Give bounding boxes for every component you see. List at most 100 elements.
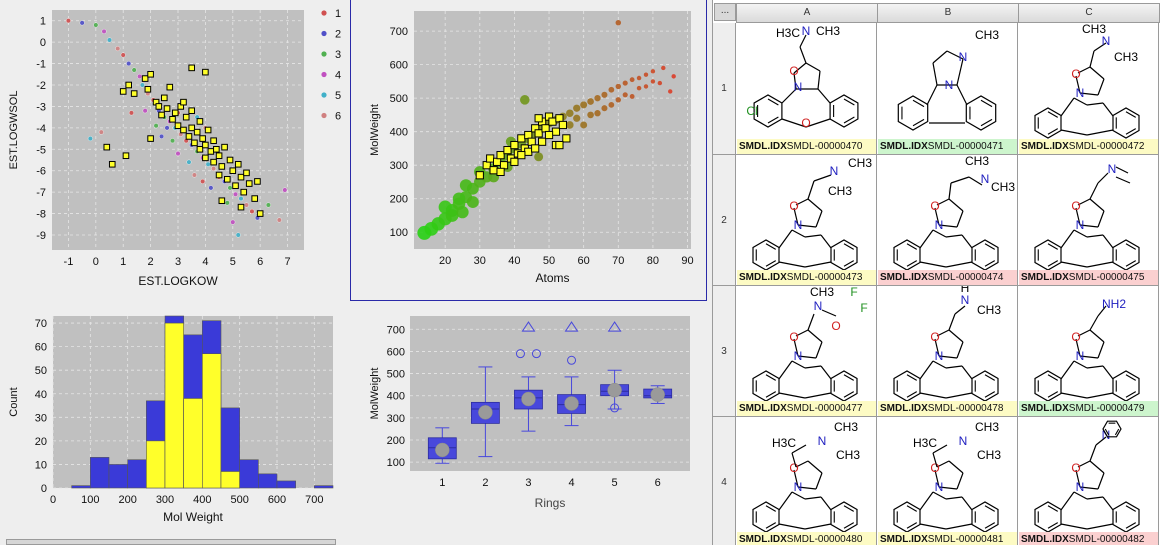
structure-cell[interactable]: N O H3C N CH3 CH3 SMDL.IDXSMDL-00000481 [877, 417, 1018, 545]
scatter-point [65, 18, 71, 24]
bond [795, 198, 809, 206]
x-tick-label: 5 [612, 477, 618, 489]
scatter-point [238, 196, 244, 202]
ring-double-bond [1125, 522, 1137, 529]
bond [1089, 315, 1099, 331]
bond [932, 444, 948, 454]
bond [791, 444, 807, 454]
rings-boxplot-panel[interactable]: 100 200 300 400 500 600 700 Rings MolWeight 1 2 3 4 5… [350, 305, 707, 539]
bond [948, 182, 952, 200]
column-header-b[interactable]: B [877, 3, 1019, 23]
y-tick-label: 500 [387, 369, 405, 381]
structure-cell[interactable]: N O N CH3 CH3 SMDL.IDXSMDL-00000473 [736, 155, 877, 286]
bond [1089, 444, 1097, 462]
box-outlier [610, 403, 620, 413]
logkow-scatter-panel[interactable]: 1 0 -1 -2 -3 -4 -5 -6 -7 -8 -9 -1 0 1 2 3 4 5 6 7 EST.LOGKOW… [0, 0, 345, 300]
selected-point [548, 117, 557, 126]
bond [919, 491, 934, 511]
bond [820, 365, 832, 380]
x-tick-label: 20 [439, 255, 451, 267]
selected-point [221, 143, 228, 151]
structure-cell[interactable]: N O N CH3 CH3 SMDL.IDXSMDL-00000474 [877, 155, 1018, 286]
horizontal-scrollbar[interactable] [6, 539, 336, 545]
structure-cell[interactable]: N N CH3 SMDL.IDXSMDL-00000471 [877, 23, 1018, 155]
selected-point [171, 109, 179, 117]
bond [945, 523, 973, 530]
histogram-selected-bar [146, 440, 166, 489]
structure-cell[interactable]: N O NH2 SMDL.IDXSMDL-00000479 [1018, 286, 1159, 417]
ring-double-bond [843, 243, 855, 250]
benzene-ring [893, 239, 921, 271]
ring-double-bond [1125, 260, 1137, 267]
column-header-c[interactable]: C [1018, 3, 1160, 23]
logkow-scatter-chart[interactable]: 1 0 -1 -2 -3 -4 -5 -6 -7 -8 -9 -1 0 1 2 3 4 5 6 7 EST.LOGKOW… [0, 0, 345, 300]
row-header-3[interactable]: 3 [713, 286, 736, 417]
nitrogen-label: N [794, 218, 803, 232]
atom-label: NH2 [1102, 297, 1126, 311]
box-outlier [531, 349, 541, 359]
selected-point [199, 135, 206, 142]
atom-label: CH3 [977, 303, 1001, 317]
structure-cell[interactable]: N O H3C N CH3 CH3 SMDL.IDXSMDL-00000480 [736, 417, 877, 545]
selected-point [251, 195, 258, 202]
molweight-histogram-panel[interactable]: 0 10 20 30 40 50 60 70 0 100 200 300 400 500 600 700 Mol… [0, 305, 345, 539]
ring-double-bond [765, 374, 777, 381]
bond [778, 392, 806, 399]
atoms-scatter-frame[interactable]: 100 200 300 400 500 600 700 20 30 40 50 60 70 80 90 Ato… [350, 0, 707, 301]
ring-double-bond [980, 99, 993, 108]
atom-label: N [814, 299, 823, 313]
structure-cell[interactable]: N O O N H3C CH3 Cl SMDL.IDXSMDL-00000470 [736, 23, 877, 155]
box-extreme [521, 321, 536, 332]
ring-double-bond [1047, 243, 1059, 250]
selected-point [210, 158, 217, 166]
box-extreme [564, 321, 579, 332]
scatter-point [128, 110, 134, 116]
scatter-point [466, 196, 479, 209]
scatter-point [233, 191, 239, 197]
row-header-2[interactable]: 2 [713, 155, 736, 286]
scatter-point [120, 52, 126, 58]
ring-double-bond [906, 374, 918, 381]
y-tick-label: 100 [387, 457, 405, 469]
selected-point [130, 90, 138, 97]
selected-point [108, 160, 116, 168]
selected-point [119, 88, 127, 95]
bond [793, 72, 797, 90]
row-header-1[interactable]: 1 [713, 23, 736, 155]
structure-cell[interactable]: N O N SMDL.IDXSMDL-00000475 [1018, 155, 1159, 286]
selected-point [538, 137, 547, 146]
ring-double-bond [1125, 374, 1137, 381]
atom-label: N [830, 164, 839, 178]
cell-id-label: SMDL.IDXSMDL-00000477 [737, 401, 876, 416]
bond [956, 58, 964, 86]
structure-cell[interactable]: N O N CH3 O F F SMDL.IDXSMDL-00000477 [736, 286, 877, 417]
scatter-point [608, 86, 615, 93]
structure-cell[interactable]: N O N CH3 CH3 SMDL.IDXSMDL-00000472 [1018, 23, 1159, 155]
bond [961, 234, 973, 249]
benzene-ring [1034, 501, 1062, 533]
benzene-ring [829, 94, 859, 128]
bond [948, 329, 964, 343]
selected-point [544, 130, 554, 140]
compound-id: SMDL-00000480 [786, 534, 863, 545]
benzene-ring [752, 239, 780, 271]
molecule-structure-image: NON [1034, 420, 1140, 533]
structure-cell[interactable]: N O N H CH3 SMDL.IDXSMDL-00000478 [877, 286, 1018, 417]
index-prefix: SMDL.IDX [880, 141, 928, 152]
atoms-scatter-chart[interactable]: 100 200 300 400 500 600 700 20 30 40 50 60 70 80 90 Ato… [350, 0, 707, 301]
y-tick-label: 300 [390, 160, 408, 172]
row-header-4[interactable]: 4 [713, 417, 736, 545]
bond [948, 198, 964, 212]
bond [919, 229, 934, 249]
column-header-a[interactable]: A [736, 3, 878, 23]
compound-id: SMDL-00000473 [786, 272, 863, 283]
grid-corner-button[interactable]: ... [714, 3, 736, 21]
benzene-ring [752, 501, 780, 533]
rings-boxplot-chart[interactable]: 100 200 300 400 500 600 700 Rings MolWeight 1 2 3 4 5… [350, 305, 707, 539]
structure-cell[interactable]: N O N SMDL.IDXSMDL-00000482 [1018, 417, 1159, 545]
structure-grid[interactable]: ... A B C 1 N O O N H3C CH3 Cl SMDL.IDXSMDL-0000047… [712, 0, 1172, 545]
bond [1097, 172, 1109, 184]
scatter-point [445, 209, 459, 222]
cell-id-label: SMDL.IDXSMDL-00000481 [878, 532, 1017, 545]
